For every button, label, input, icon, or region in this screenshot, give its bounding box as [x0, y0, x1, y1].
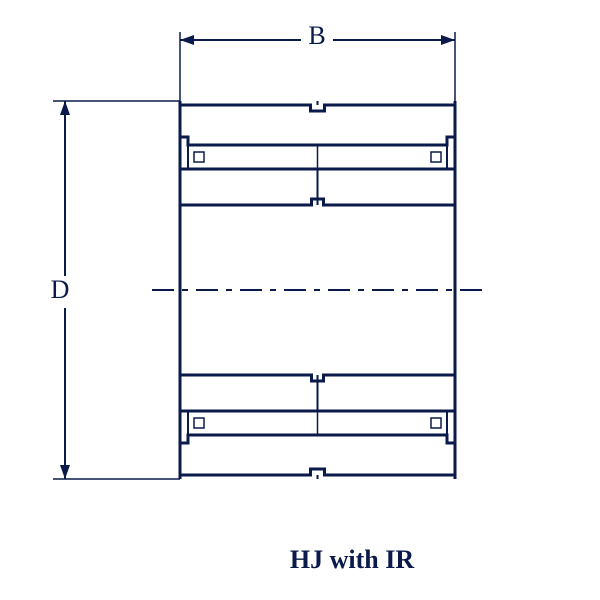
roller-bottom [188, 411, 447, 435]
outer-ring-bottom [180, 435, 455, 475]
bearing-cross-section-diagram: B D HJ with IR [0, 0, 600, 600]
roller-top [188, 145, 447, 169]
dimension-b: B [180, 21, 455, 105]
outer-ring-top [180, 105, 455, 145]
dimension-d-label: D [51, 275, 70, 304]
diagram-title: HJ with IR [290, 545, 414, 574]
dimension-b-label: B [308, 21, 325, 50]
